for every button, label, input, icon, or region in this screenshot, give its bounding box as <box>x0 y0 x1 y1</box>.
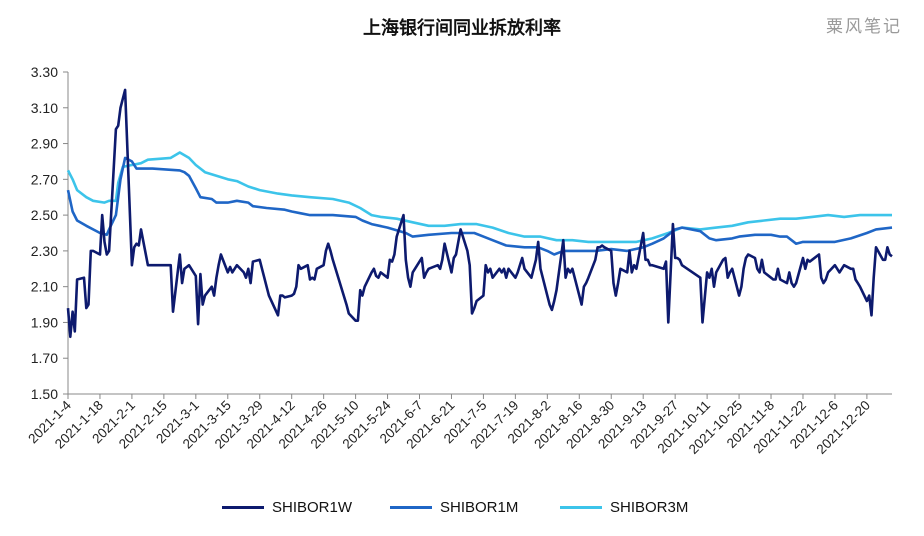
legend-item-shibor3m: SHIBOR3M <box>560 496 688 518</box>
series-lines <box>66 88 893 339</box>
series-line-shibor1w <box>66 88 893 339</box>
y-tick-label: 2.70 <box>31 171 58 187</box>
series-line-shibor3m <box>66 151 892 244</box>
watermark: 粟风笔记 <box>826 17 902 37</box>
y-tick-label: 2.30 <box>31 243 58 259</box>
legend: SHIBOR1W SHIBOR1M SHIBOR3M <box>0 496 924 518</box>
y-tick-label: 1.50 <box>31 386 58 402</box>
series-line-shibor1m <box>66 156 893 256</box>
y-tick-label: 2.90 <box>31 136 58 152</box>
y-tick-label: 3.30 <box>31 64 58 80</box>
y-tick-label: 1.70 <box>31 350 58 366</box>
legend-swatch <box>390 505 432 509</box>
y-tick-label: 1.90 <box>31 314 58 330</box>
y-tick-label: 2.10 <box>31 279 58 295</box>
y-axis: 1.50 1.70 1.90 2.10 2.30 2.50 2.70 2.90 3.10 3.30 <box>31 64 69 402</box>
x-axis: 2021-1-42021-1-182021-2-12021-2-152021-3… <box>25 393 892 457</box>
legend-label: SHIBOR1W <box>272 498 353 516</box>
legend-label: SHIBOR1M <box>440 498 519 516</box>
legend-item-shibor1w: SHIBOR1W <box>222 496 352 518</box>
chart-title: 上海银行间同业拆放利率 <box>363 18 561 39</box>
legend-label: SHIBOR3M <box>610 498 689 516</box>
legend-swatch <box>560 505 602 509</box>
line-chart: 1.50 1.70 1.90 2.10 2.30 2.50 2.70 2.90 3.10 3.30… <box>25 64 893 457</box>
y-tick-label: 3.10 <box>31 100 58 116</box>
legend-item-shibor1m: SHIBOR1M <box>390 496 518 518</box>
legend-swatch <box>222 505 264 509</box>
y-tick-label: 2.50 <box>31 207 58 223</box>
